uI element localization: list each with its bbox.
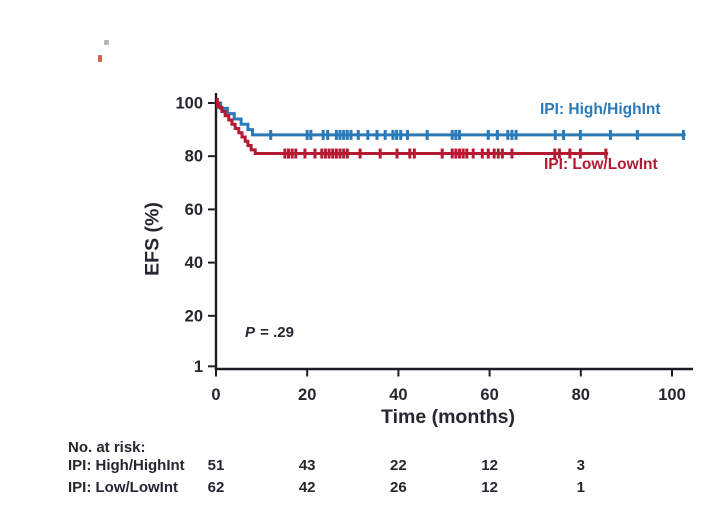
print-artifact-mark	[98, 55, 102, 62]
y-tick-label: 40	[185, 254, 203, 272]
risk-count: 43	[298, 457, 316, 474]
y-tick-label: 60	[185, 201, 203, 219]
x-tick-label: 80	[572, 386, 590, 404]
p-value-number: = .29	[256, 324, 294, 341]
x-tick-label: 20	[298, 386, 316, 404]
y-tick-label: 1	[194, 358, 203, 376]
y-tick-label: 20	[185, 307, 203, 325]
x-tick-label: 100	[658, 386, 686, 404]
risk-count: 3	[576, 457, 585, 474]
risk-row-label: IPI: Low/LowInt	[68, 479, 178, 496]
risk-count: 62	[207, 479, 225, 496]
risk-count: 12	[481, 457, 498, 474]
risk-row-label: IPI: High/HighInt	[68, 457, 185, 474]
risk-count: 42	[298, 479, 316, 496]
print-artifact-dot	[104, 40, 109, 45]
risk-count: 26	[390, 479, 407, 496]
p-value-annotation: P = .29	[245, 324, 294, 341]
x-tick-label: 0	[211, 386, 220, 404]
risk-count: 22	[390, 457, 407, 474]
risk-count: 51	[207, 457, 225, 474]
p-value-symbol: P	[245, 324, 256, 341]
y-axis-title: EFS (%)	[141, 202, 164, 276]
x-tick-label: 40	[389, 386, 407, 404]
risk-table-title: No. at risk:	[68, 439, 146, 456]
y-tick-label: 80	[185, 148, 203, 166]
legend-low-lowint: IPI: Low/LowInt	[544, 156, 658, 173]
risk-count: 1	[576, 479, 585, 496]
risk-count: 12	[481, 479, 498, 496]
legend-high-highint: IPI: High/HighInt	[540, 101, 661, 118]
y-tick-label: 100	[175, 95, 203, 113]
x-tick-label: 60	[480, 386, 498, 404]
x-axis-title: Time (months)	[381, 406, 515, 428]
survival-curve-low	[216, 101, 609, 156]
